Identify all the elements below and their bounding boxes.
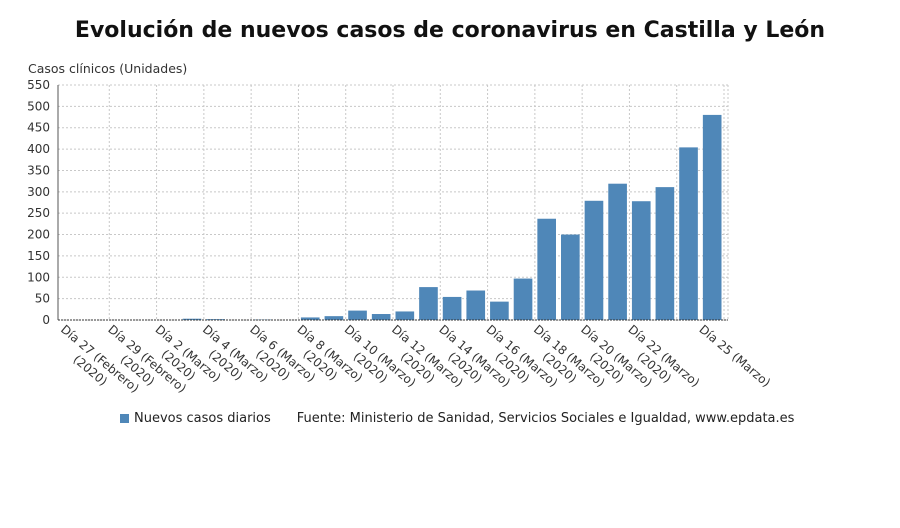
- bar: [608, 183, 627, 320]
- y-axis-title: Casos clínicos (Unidades): [28, 61, 187, 76]
- bar: [561, 234, 580, 320]
- bar: [324, 316, 344, 320]
- y-tick-label: 150: [27, 249, 50, 263]
- bar: [490, 301, 509, 320]
- y-tick-label: 250: [27, 206, 50, 220]
- bar: [631, 201, 651, 320]
- y-tick-label: 400: [27, 142, 50, 156]
- y-tick-label: 300: [27, 185, 50, 199]
- x-tick-label: Día 25 (Marzo): [696, 322, 773, 390]
- x-tick-label-line: Día 25 (Marzo): [696, 322, 773, 390]
- bar: [702, 114, 722, 320]
- bar: [371, 314, 391, 320]
- bar: [466, 290, 486, 320]
- bar: [300, 317, 320, 320]
- y-tick-label: 100: [27, 270, 50, 284]
- legend-label: Nuevos casos diarios: [134, 411, 271, 426]
- y-tick-label: 0: [42, 313, 50, 327]
- bar: [348, 310, 367, 320]
- bar: [419, 287, 438, 320]
- y-tick-label: 350: [27, 163, 50, 177]
- y-tick-label: 450: [27, 121, 50, 135]
- y-tick-label: 500: [27, 99, 50, 113]
- bar: [442, 296, 462, 320]
- bar: [537, 218, 556, 320]
- bar: [395, 311, 415, 320]
- bar: [655, 187, 675, 320]
- chart-title: Evolución de nuevos casos de coronavirus…: [74, 18, 826, 43]
- y-tick-label: 200: [27, 228, 50, 242]
- bar: [182, 318, 202, 320]
- bar: [513, 278, 533, 320]
- bar: [679, 147, 698, 320]
- bar: [584, 200, 604, 320]
- source-note: Fuente: Ministerio de Sanidad, Servicios…: [296, 411, 795, 426]
- y-tick-label: 550: [27, 78, 50, 92]
- y-tick-label: 50: [35, 292, 50, 306]
- legend: Nuevos casos diarios Fuente: Ministerio …: [120, 411, 794, 426]
- legend-swatch: [120, 414, 129, 423]
